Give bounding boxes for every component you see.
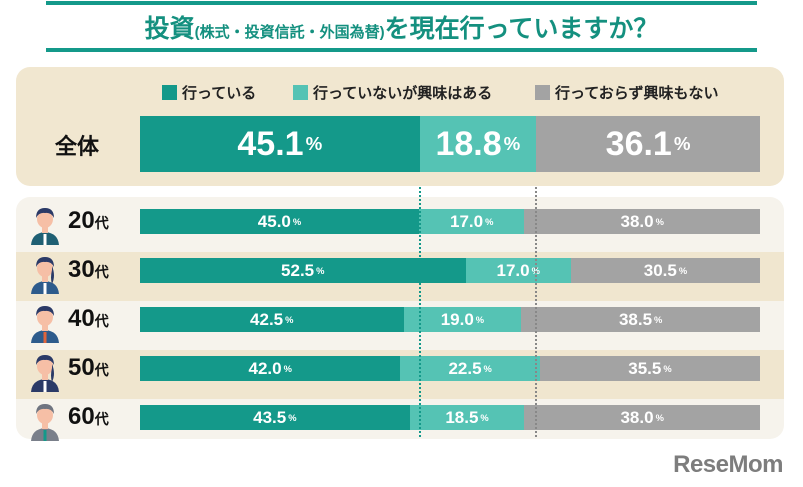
total-label: 全体	[55, 134, 100, 159]
age-value-doing: 52.5	[281, 260, 315, 280]
legend-swatch-doing	[162, 85, 177, 100]
age-segment-doing: 42.5%	[140, 307, 404, 332]
age-number: 40	[68, 305, 95, 332]
age-value-doing: 42.5	[250, 309, 284, 329]
age-value-interested: 18.5	[445, 407, 479, 427]
percent-sign: %	[285, 314, 294, 325]
total-bar: 45.1% 18.8% 36.1%	[140, 116, 760, 172]
percent-sign: %	[288, 412, 297, 423]
age-label: 60代	[68, 403, 109, 431]
age-value-not-interested: 38.5	[618, 309, 653, 329]
age-value-doing: 45.0	[257, 211, 291, 231]
person-icon	[28, 350, 62, 392]
total-value-interested: 18.8	[435, 124, 502, 163]
percent-sign: %	[475, 314, 485, 325]
age-suffix: 代	[94, 215, 109, 231]
age-bar: 43.5% 18.5% 38.0%	[140, 405, 760, 430]
legend: 行っている 行っていないが興味はある 行っておらず興味もない	[0, 82, 803, 102]
age-segment-not-interested: 38.5%	[521, 307, 760, 332]
reference-line-doing	[418, 187, 421, 437]
age-suffix: 代	[94, 264, 109, 280]
percent-sign: %	[678, 265, 688, 276]
legend-label-doing: 行っている	[182, 85, 257, 102]
title-rule-top	[46, 1, 757, 5]
age-bar: 52.5% 17.0% 30.5%	[140, 258, 760, 283]
chart-title: 投資(株式・投資信託・外国為替)を現在行っていますか？	[0, 9, 803, 45]
age-segment-doing: 43.5%	[140, 405, 410, 430]
title-main-before: 投資	[144, 15, 195, 43]
age-segment-not-interested: 30.5%	[570, 258, 760, 283]
percent-sign: %	[485, 216, 494, 227]
title-rule-bottom	[46, 48, 757, 52]
age-segment-interested: 19.0%	[403, 307, 522, 332]
age-segment-not-interested: 38.0%	[524, 405, 760, 430]
age-label: 40代	[68, 305, 109, 333]
legend-label-not-interested: 行っておらず興味もない	[555, 85, 719, 102]
person-icon	[28, 203, 62, 245]
age-segment-interested: 17.0%	[465, 258, 571, 283]
age-label: 30代	[68, 256, 109, 284]
age-value-interested: 17.0	[449, 211, 484, 231]
total-segment-interested: 18.8%	[419, 116, 537, 172]
percent-sign: %	[663, 363, 672, 374]
age-value-interested: 22.5	[448, 358, 482, 378]
age-segment-interested: 17.0%	[419, 209, 525, 234]
age-segment-doing: 52.5%	[140, 258, 466, 283]
age-segment-doing: 45.0%	[140, 209, 419, 234]
total-segment-not-interested: 36.1%	[536, 116, 760, 172]
percent-sign: %	[292, 216, 302, 227]
age-segment-interested: 22.5%	[400, 356, 540, 381]
age-number: 20	[68, 207, 95, 234]
person-icon	[28, 252, 62, 294]
reference-line-interested	[535, 187, 538, 437]
age-number: 30	[68, 256, 95, 283]
age-bar: 42.5% 19.0% 38.5%	[140, 307, 760, 332]
percent-sign: %	[480, 412, 489, 423]
age-bar: 45.0% 17.0% 38.0%	[140, 209, 760, 234]
age-value-doing: 43.5	[253, 407, 287, 427]
age-suffix: 代	[94, 362, 109, 378]
total-value-not-interested: 36.1	[605, 124, 672, 163]
legend-swatch-interested	[293, 85, 308, 100]
age-value-not-interested: 38.0	[620, 211, 654, 231]
age-number: 60	[68, 403, 95, 430]
age-bar: 42.0% 22.5% 35.5%	[140, 356, 760, 381]
percent-sign: %	[305, 133, 323, 154]
total-value-doing: 45.1	[237, 124, 304, 163]
percent-sign: %	[503, 133, 521, 154]
age-segment-not-interested: 35.5%	[539, 356, 760, 381]
age-value-not-interested: 30.5	[643, 260, 677, 280]
age-value-not-interested: 35.5	[628, 358, 662, 378]
age-segment-interested: 18.5%	[409, 405, 525, 430]
age-suffix: 代	[94, 313, 109, 329]
percent-sign: %	[673, 133, 691, 154]
resemom-logo: ReseMom	[673, 451, 783, 478]
percent-sign: %	[316, 265, 325, 276]
age-number: 50	[68, 354, 95, 381]
person-icon	[28, 301, 62, 343]
person-icon	[28, 399, 62, 441]
percent-sign: %	[483, 363, 492, 374]
age-segment-not-interested: 38.0%	[524, 209, 760, 234]
age-value-doing: 42.0	[248, 358, 282, 378]
title-paren: (株式・投資信託・外国為替)	[194, 24, 385, 41]
age-segment-doing: 42.0%	[140, 356, 401, 381]
percent-sign: %	[654, 314, 663, 325]
age-suffix: 代	[94, 411, 109, 427]
legend-swatch-not-interested	[535, 85, 550, 100]
percent-sign: %	[283, 363, 292, 374]
legend-item-not-interested: 行っておらず興味もない	[535, 82, 719, 103]
legend-label-interested: 行っていないが興味はある	[313, 85, 493, 102]
percent-sign: %	[655, 216, 664, 227]
percent-sign: %	[655, 412, 664, 423]
total-segment-doing: 45.1%	[140, 116, 420, 172]
legend-item-interested: 行っていないが興味はある	[293, 82, 492, 103]
age-value-interested: 19.0	[440, 309, 474, 329]
age-label: 50代	[68, 354, 109, 382]
legend-item-doing: 行っている	[162, 82, 256, 103]
age-value-not-interested: 38.0	[620, 407, 654, 427]
age-label: 20代	[68, 207, 109, 235]
age-value-interested: 17.0	[496, 260, 530, 280]
title-main-after: を現在行っていますか？	[384, 15, 659, 43]
